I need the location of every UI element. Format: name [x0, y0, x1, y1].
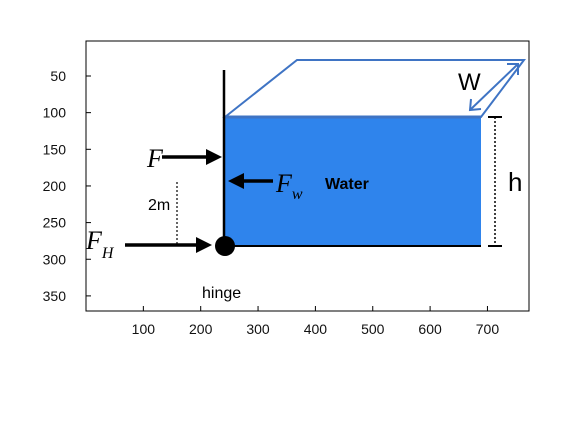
width-label: W [458, 69, 481, 96]
water-label: Water [325, 176, 369, 193]
height-dimension [488, 116, 502, 247]
hinge-circle [215, 236, 235, 256]
x-tick-label: 700 [476, 321, 500, 337]
force-FH-main: F [85, 226, 103, 255]
x-axis-ticks: 100 200 300 400 500 600 700 [132, 306, 500, 337]
hinge-label: hinge [202, 285, 241, 302]
y-tick-label: 100 [43, 105, 67, 121]
force-FH-label: FH [85, 226, 115, 262]
x-tick-label: 200 [189, 321, 213, 337]
force-FH-arrow [125, 237, 212, 253]
y-tick-label: 50 [50, 68, 66, 84]
plot-frame [85, 40, 530, 312]
y-tick-label: 300 [43, 251, 67, 267]
y-tick-label: 250 [43, 215, 67, 231]
y-tick-label: 150 [43, 141, 67, 157]
force-Fw-label: Fw [275, 169, 303, 203]
x-tick-label: 100 [132, 321, 156, 337]
y-tick-label: 350 [43, 288, 67, 304]
force-Fw-arrow [228, 173, 273, 189]
force-F-label: F [146, 144, 164, 173]
x-tick-label: 600 [418, 321, 442, 337]
distance-label: 2m [148, 197, 170, 214]
x-tick-label: 500 [361, 321, 385, 337]
x-tick-label: 400 [304, 321, 328, 337]
x-tick-label: 300 [246, 321, 270, 337]
y-axis-ticks: 50 100 150 200 250 300 350 [43, 68, 91, 304]
y-tick-label: 200 [43, 178, 67, 194]
force-Fw-main: F [275, 169, 293, 198]
height-label: h [508, 167, 522, 197]
force-F-arrow [162, 149, 222, 165]
force-FH-subscript: H [101, 245, 115, 262]
width-dimension-arrow [468, 63, 519, 112]
force-Fw-subscript: w [292, 186, 303, 203]
